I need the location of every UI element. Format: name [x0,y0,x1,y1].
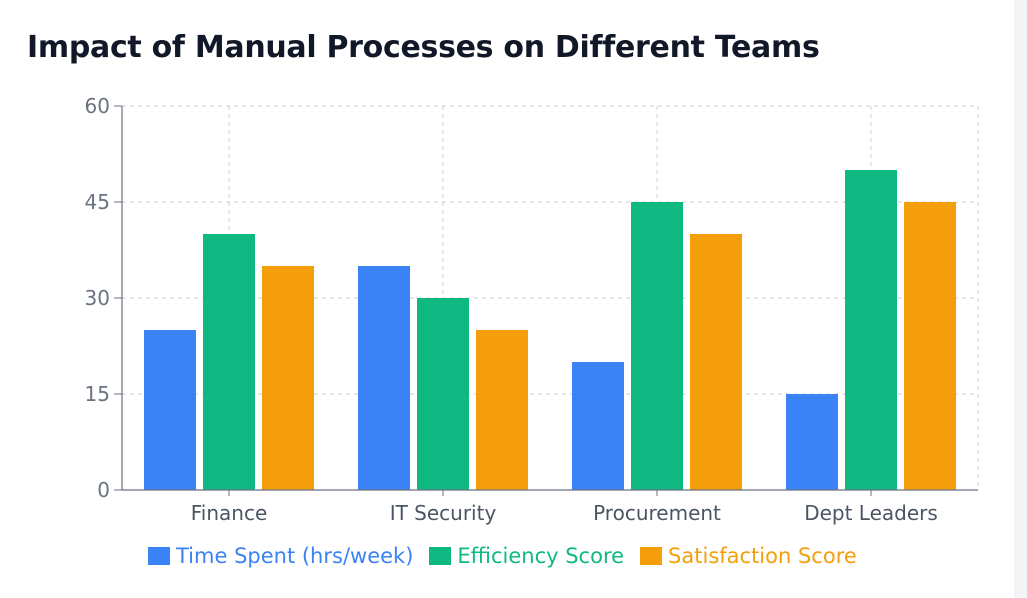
axis-labels: 0 15 30 45 60 Finance IT Security Procurement De… [85,94,938,525]
bar[interactable] [904,202,956,490]
bar[interactable] [358,266,410,490]
bar[interactable] [786,394,838,490]
chart-title: Impact of Manual Processes on Different … [27,30,820,65]
legend-label: Satisfaction Score [668,544,857,568]
y-tick-label: 30 [85,286,110,310]
legend-item[interactable]: Efficiency Score [429,544,624,568]
bar[interactable] [631,202,683,490]
bar[interactable] [203,234,255,490]
legend-swatch [429,547,452,565]
bar[interactable] [417,298,469,490]
x-tick-label: Dept Leaders [804,501,938,525]
axes [114,105,978,496]
x-tick-label: Finance [191,501,268,525]
bar[interactable] [144,330,196,490]
x-tick-label: IT Security [390,501,497,525]
bar[interactable] [690,234,742,490]
y-tick-label: 0 [97,478,110,502]
bar[interactable] [572,362,624,490]
bar[interactable] [262,266,314,490]
legend-item[interactable]: Time Spent (hrs/week) [148,544,413,568]
legend-label: Time Spent (hrs/week) [176,544,414,568]
legend-swatch [640,547,663,565]
legend: Time Spent (hrs/week) Efficiency Score Sat… [148,541,873,571]
window-edge [1014,0,1027,598]
bar[interactable] [476,330,528,490]
y-tick-label: 15 [85,382,110,406]
bars [144,170,956,490]
x-tick-label: Procurement [593,501,721,525]
y-tick-label: 45 [85,190,110,214]
legend-label: Efficiency Score [457,544,625,568]
y-tick-label: 60 [85,94,110,118]
legend-item[interactable]: Satisfaction Score [640,544,857,568]
legend-swatch [148,547,170,565]
bar[interactable] [845,170,897,490]
